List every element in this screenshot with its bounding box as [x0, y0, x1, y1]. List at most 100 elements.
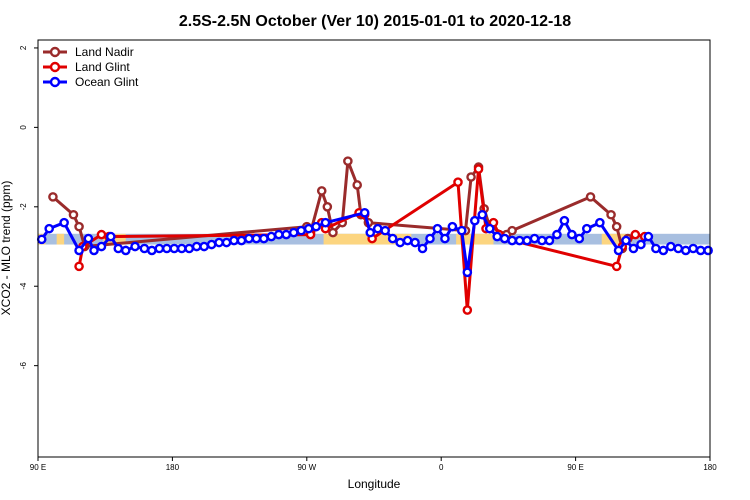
data-point — [328, 227, 338, 238]
legend-item-land-nadir: Land Nadir — [43, 45, 134, 59]
data-point — [567, 229, 577, 240]
x-tick-label: 180 — [166, 463, 180, 472]
y-tick-label: -2 — [19, 203, 28, 211]
data-point — [139, 243, 150, 254]
data-point — [59, 217, 69, 228]
data-point — [259, 233, 269, 244]
data-point — [507, 235, 517, 246]
data-point — [191, 241, 202, 252]
data-point — [96, 241, 107, 252]
data-point — [387, 233, 398, 244]
data-point — [611, 221, 622, 232]
legend-swatch-marker — [49, 46, 61, 58]
band-land-segment — [456, 233, 494, 245]
data-point — [582, 223, 592, 234]
band-land-segment — [601, 233, 626, 245]
data-point — [106, 231, 116, 242]
x-tick-label: 0 — [439, 463, 444, 472]
data-point — [440, 233, 450, 244]
y-tick-label: -4 — [19, 282, 28, 290]
legend-item-ocean-glint: Ocean Glint — [43, 75, 139, 89]
data-point — [372, 223, 383, 234]
x-tick-label: 90 W — [297, 463, 316, 472]
data-point — [469, 215, 480, 226]
data-point — [658, 245, 669, 256]
data-point — [630, 229, 641, 240]
legend-label: Land Glint — [75, 60, 130, 74]
legend-swatch-marker — [49, 76, 61, 88]
data-point — [425, 233, 435, 244]
data-point — [492, 231, 503, 242]
data-point — [199, 241, 209, 252]
data-point — [703, 245, 713, 256]
data-point — [544, 235, 555, 246]
data-point — [147, 245, 157, 256]
data-point — [499, 233, 510, 244]
axes: 90 E 180 90 W 0 90 E 180 2 0 -2 -4 -6 — [19, 45, 717, 472]
data-point — [74, 221, 84, 232]
data-point — [695, 245, 706, 256]
data-point — [316, 186, 327, 196]
data-point — [176, 243, 187, 254]
data-point — [161, 243, 172, 254]
data-point — [613, 245, 624, 256]
data-point — [453, 177, 463, 187]
data-point — [611, 261, 622, 272]
data-point — [83, 233, 94, 244]
data-point — [466, 172, 476, 182]
data-point — [651, 243, 661, 254]
data-point — [113, 243, 124, 254]
data-point — [273, 229, 284, 240]
data-point — [680, 245, 691, 256]
data-point — [462, 267, 473, 278]
data-point — [36, 234, 47, 245]
chart-title: 2.5S-2.5N October (Ver 10) 2015-01-01 to… — [179, 13, 571, 30]
data-point — [628, 243, 639, 254]
data-point — [643, 231, 654, 242]
data-point — [322, 201, 333, 212]
data-point — [236, 235, 247, 246]
data-point — [229, 235, 239, 246]
x-tick-label: 180 — [703, 463, 717, 472]
data-point — [595, 217, 605, 228]
data-point — [359, 207, 370, 218]
data-point — [636, 239, 646, 250]
data-point — [447, 221, 458, 232]
data-point — [343, 156, 353, 166]
series-land-glint — [74, 164, 650, 315]
y-tick-label: 0 — [19, 125, 28, 130]
data-point — [417, 243, 428, 254]
data-point — [303, 223, 314, 234]
data-point — [320, 217, 331, 228]
data-point — [365, 227, 376, 238]
data-point — [288, 227, 299, 238]
data-point — [380, 225, 391, 236]
y-tick-label: -6 — [19, 362, 28, 370]
data-point — [410, 237, 420, 248]
data-point — [296, 225, 307, 236]
data-point — [130, 241, 140, 252]
data-point — [244, 233, 254, 244]
data-point — [251, 233, 262, 244]
data-point — [96, 229, 107, 240]
data-point — [688, 243, 699, 254]
y-axis-label: XCO2 - MLO trend (ppm) — [0, 181, 13, 316]
data-point — [311, 221, 321, 232]
data-point — [477, 209, 488, 220]
data-point — [184, 243, 194, 254]
data-point — [206, 239, 217, 250]
data-point — [462, 305, 473, 315]
data-point — [484, 223, 495, 234]
data-point — [621, 235, 631, 246]
band-land-segment — [56, 233, 65, 245]
data-point — [74, 261, 84, 272]
data-point — [585, 192, 596, 202]
plot-frame — [37, 39, 711, 458]
y-tick-label: 2 — [19, 45, 28, 50]
legend-label: Ocean Glint — [75, 75, 139, 89]
series-ocean-glint — [36, 207, 713, 278]
plot-series — [36, 156, 713, 315]
x-tick-label: 90 E — [30, 463, 46, 472]
data-point — [214, 237, 224, 248]
